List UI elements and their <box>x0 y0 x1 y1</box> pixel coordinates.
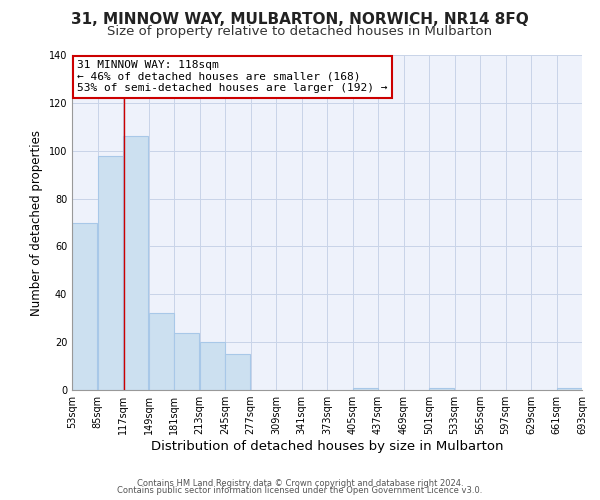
Text: Size of property relative to detached houses in Mulbarton: Size of property relative to detached ho… <box>107 25 493 38</box>
X-axis label: Distribution of detached houses by size in Mulbarton: Distribution of detached houses by size … <box>151 440 503 453</box>
Bar <box>98 156 122 390</box>
Bar <box>226 354 250 390</box>
Text: 31 MINNOW WAY: 118sqm
← 46% of detached houses are smaller (168)
53% of semi-det: 31 MINNOW WAY: 118sqm ← 46% of detached … <box>77 60 388 93</box>
Y-axis label: Number of detached properties: Number of detached properties <box>30 130 43 316</box>
Text: 31, MINNOW WAY, MULBARTON, NORWICH, NR14 8FQ: 31, MINNOW WAY, MULBARTON, NORWICH, NR14… <box>71 12 529 28</box>
Bar <box>200 342 224 390</box>
Text: Contains public sector information licensed under the Open Government Licence v3: Contains public sector information licen… <box>118 486 482 495</box>
Bar <box>73 222 97 390</box>
Bar <box>557 388 581 390</box>
Bar <box>353 388 377 390</box>
Bar <box>149 314 173 390</box>
Text: Contains HM Land Registry data © Crown copyright and database right 2024.: Contains HM Land Registry data © Crown c… <box>137 478 463 488</box>
Bar <box>124 136 148 390</box>
Bar <box>175 332 199 390</box>
Bar <box>430 388 454 390</box>
